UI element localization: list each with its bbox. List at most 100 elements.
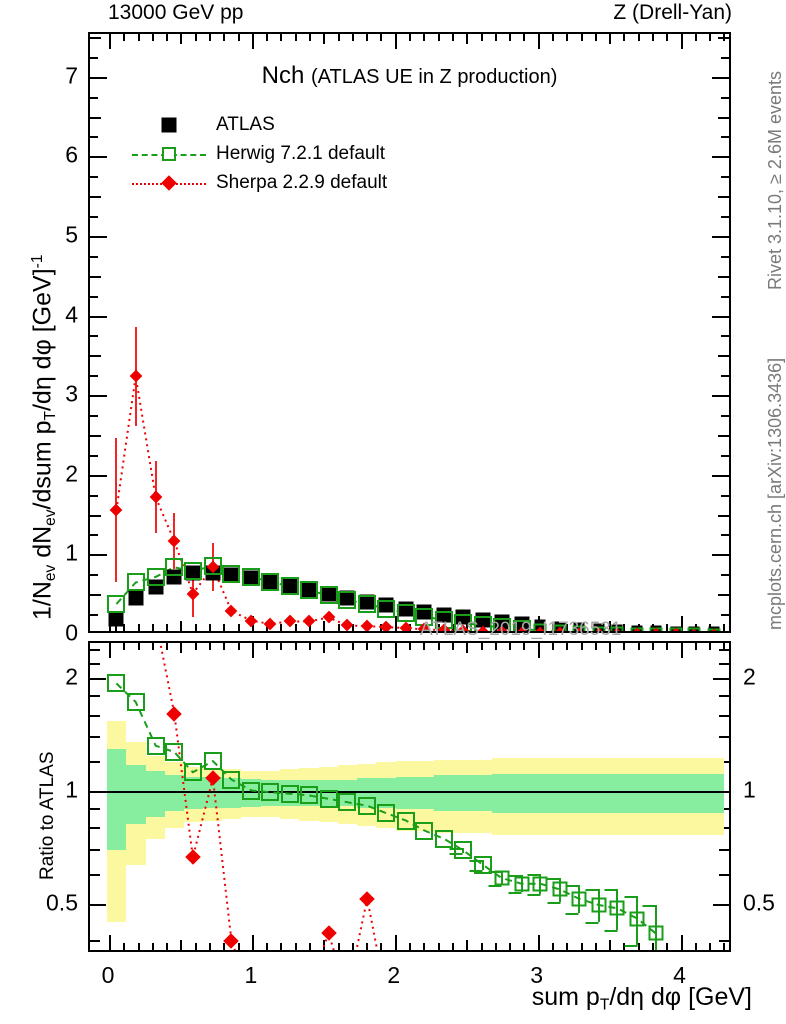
x-tick-ratio	[151, 943, 154, 950]
x-tick-main-top	[394, 34, 397, 49]
main-plot-panel: Nch (ATLAS UE in Z production) ATLAS Her…	[88, 32, 731, 639]
x-tick-main-top	[251, 34, 254, 49]
sherpa-line-main	[115, 376, 495, 631]
herwig-marker-main	[222, 564, 241, 583]
atlas-marker-main	[166, 569, 182, 585]
y-tick-main	[90, 56, 98, 59]
y-tick-ratio	[90, 808, 100, 811]
y-tick-ratio	[90, 695, 100, 698]
atlas-marker-main	[475, 612, 491, 628]
legend-key-sherpa	[132, 172, 206, 194]
herwig-errorbar-cap	[527, 873, 541, 876]
y-tick-main	[90, 474, 107, 477]
x-tick-ratio-top	[723, 643, 726, 650]
y-tick-ratio-right	[719, 695, 729, 698]
legend-item-atlas[interactable]: ATLAS	[132, 110, 387, 139]
x-tick-main-top	[151, 34, 154, 41]
ratio-band-inner	[646, 773, 666, 813]
herwig-marker-ratio	[629, 911, 645, 927]
y-tick-main	[90, 614, 98, 617]
x-tick-ratio	[494, 943, 497, 950]
x-tick-ratio-top	[409, 643, 412, 650]
herwig-marker-ratio	[299, 786, 318, 805]
herwig-errorbar-ratio	[500, 871, 503, 886]
x-tick-main-top	[709, 34, 712, 41]
x-tick-main	[123, 624, 126, 631]
x-tick-main	[623, 624, 626, 631]
ratio-band-inner	[569, 773, 589, 813]
x-tick-ratio	[666, 943, 669, 950]
y-tick-main-right	[721, 255, 729, 258]
herwig-errorbar-ratio	[520, 875, 523, 893]
herwig-errorbar-cap	[508, 892, 522, 895]
legend-item-sherpa[interactable]: Sherpa 2.2.9 default	[132, 168, 387, 197]
herwig-marker-ratio	[165, 742, 184, 761]
x-tick-main-top	[451, 34, 454, 41]
x-tick-ratio	[137, 943, 140, 950]
x-tick-ratio-top	[309, 643, 312, 650]
atlas-marker-main	[262, 574, 278, 590]
x-tick-ratio	[694, 943, 697, 950]
herwig-errorbar-cap	[604, 929, 618, 932]
y-tick-label-ratio-right: 1	[743, 776, 756, 803]
y-tick-ratio-right	[719, 662, 729, 665]
y-tick-ratio-right	[719, 940, 729, 943]
herwig-errorbar-ratio	[636, 895, 639, 946]
x-tick-ratio-top	[137, 643, 140, 650]
y-tick-main	[90, 335, 98, 338]
y-tick-main-right	[712, 474, 729, 477]
y-tick-label-main: 0	[65, 619, 78, 646]
x-tick-main	[166, 624, 169, 631]
x-tick-ratio-top	[380, 643, 383, 650]
rivet-version-label: Rivet 3.1.10, ≥ 2.6M events	[765, 71, 785, 290]
herwig-marker-ratio	[376, 803, 395, 822]
y-tick-main-right	[721, 295, 729, 298]
mcplots-reference-label: mcplots.cern.ch [arXiv:1306.3436]	[765, 357, 785, 630]
y-tick-main-right	[721, 56, 729, 59]
x-tick-label: 0	[101, 962, 115, 988]
x-tick-main-top	[294, 34, 297, 41]
herwig-marker-ratio	[261, 783, 280, 802]
herwig-marker-main	[512, 620, 531, 631]
y-tick-ratio	[90, 648, 100, 651]
ratio-band-inner	[607, 773, 628, 813]
x-tick-main-top	[609, 34, 612, 44]
ratio-band-inner	[588, 773, 608, 813]
y-tick-ratio	[90, 714, 100, 717]
x-tick-ratio	[566, 943, 569, 950]
y-tick-main-right	[721, 96, 729, 99]
y-tick-main-right	[712, 156, 729, 159]
ratio-band-inner	[685, 773, 705, 813]
herwig-marker-main	[319, 586, 338, 605]
herwig-marker-ratio	[281, 784, 300, 803]
herwig-marker-ratio	[126, 692, 145, 711]
herwig-marker-ratio	[552, 881, 568, 897]
y-tick-label-main: 6	[65, 141, 78, 168]
y-tick-ratio	[90, 736, 100, 739]
x-tick-main	[194, 624, 197, 631]
x-tick-ratio-top	[423, 643, 426, 650]
y-tick-main	[90, 454, 98, 457]
y-tick-main-right	[718, 196, 729, 199]
y-tick-main-right	[718, 594, 729, 597]
herwig-errorbar-cap	[469, 869, 483, 872]
legend-item-herwig[interactable]: Herwig 7.2.1 default	[132, 139, 387, 168]
y-tick-ratio	[90, 903, 106, 906]
x-tick-ratio	[509, 943, 512, 950]
ratio-band-inner	[550, 773, 570, 813]
y-tick-main-right	[712, 315, 729, 318]
herwig-marker-ratio	[358, 796, 377, 815]
x-tick-main-top	[494, 34, 497, 41]
herwig-marker-main	[281, 577, 300, 596]
x-tick-ratio	[394, 935, 397, 950]
x-tick-ratio-top	[280, 643, 283, 650]
y-tick-main-right	[721, 574, 729, 577]
ratio-reference-line	[90, 791, 729, 794]
y-tick-main-right	[718, 275, 729, 278]
herwig-errorbar-cap	[469, 859, 483, 862]
x-tick-ratio	[123, 943, 126, 950]
x-tick-ratio	[609, 940, 612, 950]
x-tick-main-top	[566, 34, 569, 41]
herwig-marker-ratio	[435, 829, 454, 848]
herwig-marker-main	[107, 594, 126, 613]
